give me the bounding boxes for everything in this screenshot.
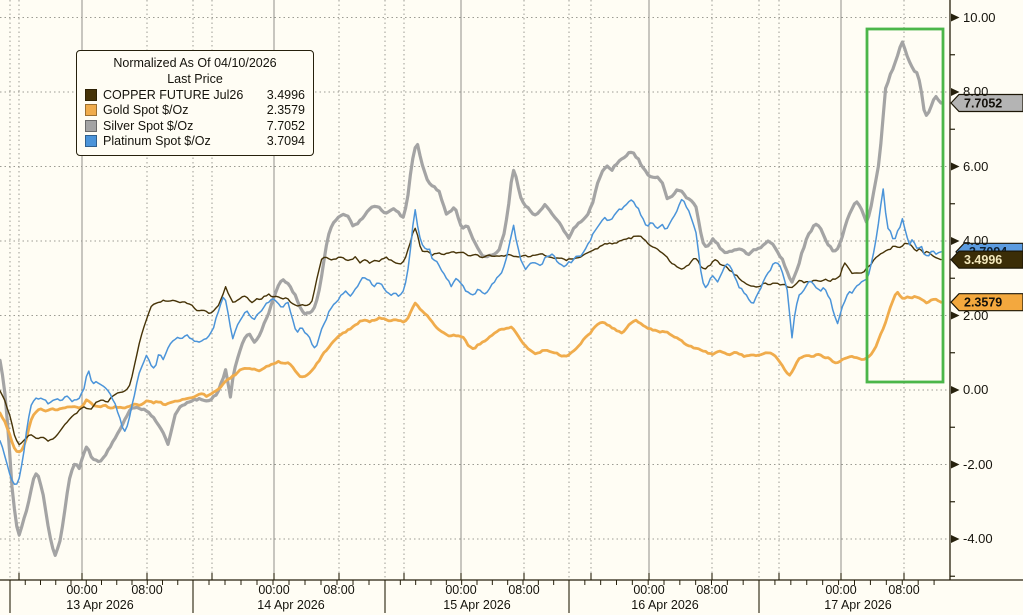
legend-series-value: 7.7052 [266, 118, 305, 133]
y-tick-arrow [951, 13, 960, 22]
y-tick-arrow [951, 162, 960, 171]
legend-series-value: 3.7094 [266, 134, 305, 149]
last-price-badge-value: 2.3579 [964, 296, 1002, 310]
legend-subtitle: Last Price [167, 72, 223, 86]
legend-item[interactable]: Platinum Spot $/Oz 3.7094 [85, 134, 305, 150]
legend-series-name: COPPER FUTURE Jul26 [103, 87, 244, 102]
last-price-badge-value: 7.7052 [964, 96, 1002, 110]
legend-series-value: 3.4996 [266, 87, 305, 102]
last-price-badge [950, 250, 1023, 269]
legend-rows: COPPER FUTURE Jul26 3.4996 Gold Spot $/Oz 2… [85, 87, 305, 149]
legend-item[interactable]: Silver Spot $/Oz 7.7052 [85, 118, 305, 134]
legend-series-name: Gold Spot $/Oz [103, 103, 189, 118]
legend-box[interactable]: Normalized As Of 04/10/2026 Last Price C… [76, 50, 314, 156]
y-tick-arrow [951, 88, 960, 96]
legend-swatch-icon [85, 135, 97, 148]
y-tick-arrow [951, 460, 960, 469]
legend-item[interactable]: COPPER FUTURE Jul26 3.4996 [85, 87, 305, 103]
legend-title: Normalized As Of 04/10/2026 [113, 56, 277, 70]
series-line-gold-spot-oz [0, 290, 943, 454]
legend-item[interactable]: Gold Spot $/Oz 2.3579 [85, 103, 305, 119]
last-price-badge [950, 293, 1023, 312]
legend-series-name: Platinum Spot $/Oz [103, 134, 211, 149]
y-tick-arrow [951, 386, 960, 394]
legend-series-value: 2.3579 [266, 103, 305, 118]
highlight-box-annotation[interactable] [865, 27, 945, 384]
legend-swatch-icon [85, 119, 97, 132]
legend-series-name: Silver Spot $/Oz [103, 118, 194, 133]
last-price-badge [950, 93, 1023, 113]
y-tick-arrow [951, 535, 960, 543]
last-price-badge-value: 3.4996 [964, 253, 1002, 267]
y-tick-arrow [951, 237, 960, 245]
legend-swatch-icon [85, 104, 97, 117]
series-line-platinum-spot-oz [0, 188, 942, 486]
y-tick-arrow [951, 311, 960, 320]
series-line-silver-spot-oz [0, 40, 943, 557]
legend-swatch-icon [85, 88, 97, 101]
